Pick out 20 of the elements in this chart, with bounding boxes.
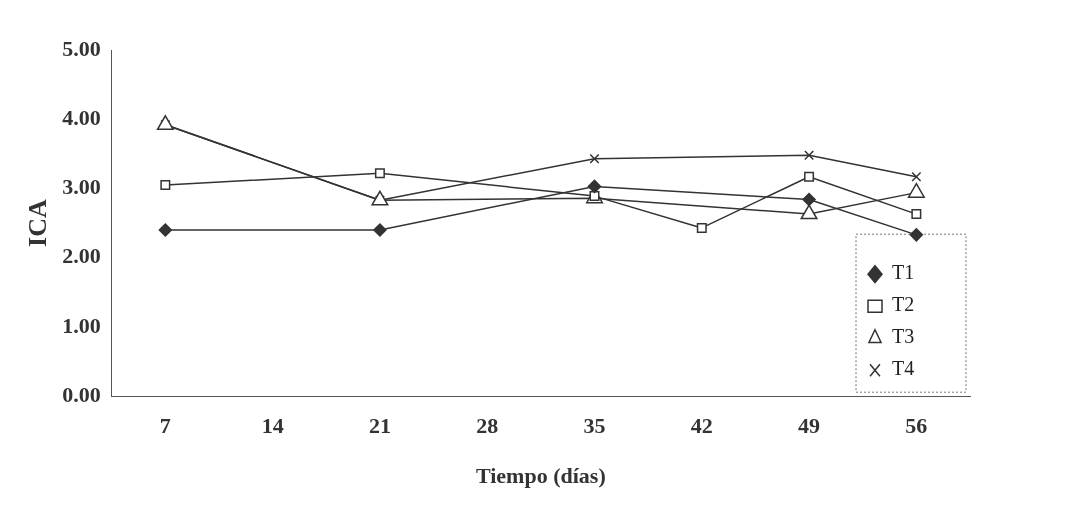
- y-axis-title: ICA: [23, 199, 53, 247]
- legend-label: T2: [892, 293, 915, 316]
- x-tick-label: 28: [476, 413, 499, 439]
- y-tick-label: 5.00: [62, 35, 101, 61]
- x-tick-label: 56: [905, 413, 928, 439]
- x-tick-label: 7: [159, 413, 171, 439]
- y-tick-label: 1.00: [62, 312, 101, 338]
- y-tick-label: 2.00: [62, 243, 101, 269]
- x-tick-label: 42: [690, 413, 713, 439]
- legend-label: T1: [892, 261, 915, 284]
- x-axis-title: Tiempo (días): [475, 463, 606, 489]
- x-tick-label: 14: [261, 413, 284, 439]
- x-tick-label: 21: [368, 413, 391, 439]
- legend-label: T3: [892, 325, 915, 348]
- y-tick-label: 4.00: [62, 104, 101, 130]
- legend-label: T4: [892, 357, 915, 380]
- x-tick-label: 35: [583, 413, 606, 439]
- x-tick-label: 49: [798, 413, 821, 439]
- y-tick-label: 3.00: [62, 174, 101, 200]
- y-tick-label: 0.00: [62, 381, 101, 407]
